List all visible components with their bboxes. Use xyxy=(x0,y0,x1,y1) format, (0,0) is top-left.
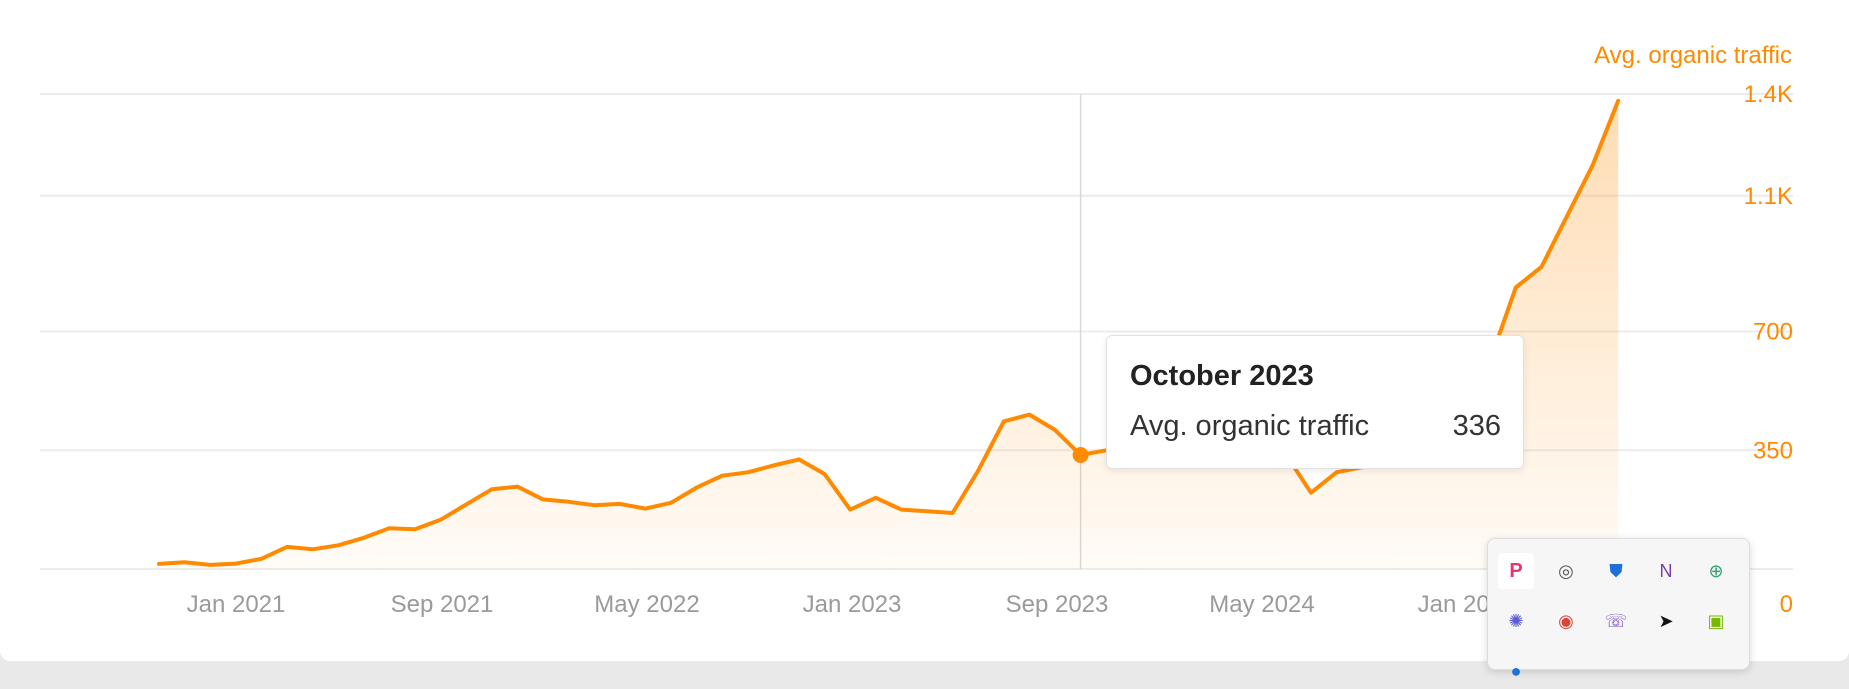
data-point[interactable] xyxy=(1305,487,1317,499)
data-point[interactable] xyxy=(1561,210,1573,222)
tooltip-value: 336 xyxy=(1452,410,1501,442)
x-tick-label: Sep 2021 xyxy=(391,591,494,618)
data-point[interactable] xyxy=(716,470,728,482)
onenote-icon[interactable]: N xyxy=(1659,560,1673,581)
data-point[interactable] xyxy=(460,499,472,511)
viber-icon[interactable]: ☏ xyxy=(1604,610,1628,631)
tooltip-series-label: Avg. organic traffic xyxy=(1130,410,1370,442)
y-tick-label: 0 xyxy=(1780,591,1793,618)
data-point[interactable] xyxy=(1535,261,1547,273)
data-point[interactable] xyxy=(819,468,831,480)
telegram-icon[interactable]: ➤ xyxy=(1658,610,1674,631)
data-point[interactable] xyxy=(1587,159,1599,171)
data-point[interactable] xyxy=(767,460,779,472)
data-point[interactable] xyxy=(844,504,856,516)
y-tick-label: 1.1K xyxy=(1744,183,1793,210)
system-tray-overflow: P ◎ ⛊ N ⊕ ✺ ◉ ☏ ➤ ▣ ● xyxy=(1487,538,1750,681)
shield-warning-icon[interactable]: ⛊ xyxy=(1609,560,1623,581)
x-tick-label: May 2022 xyxy=(594,591,699,618)
data-point[interactable] xyxy=(153,558,165,570)
data-point[interactable] xyxy=(358,532,370,544)
vpn-globe-icon[interactable]: ⊕ xyxy=(1708,560,1724,581)
x-tick-label: May 2024 xyxy=(1209,591,1314,618)
data-point[interactable] xyxy=(972,465,984,477)
data-point[interactable] xyxy=(947,507,959,519)
data-point[interactable] xyxy=(614,498,626,510)
chrome-icon[interactable]: ◉ xyxy=(1558,610,1574,631)
data-point[interactable] xyxy=(895,504,907,516)
x-tick-label: Jan 2023 xyxy=(803,591,902,618)
data-point[interactable] xyxy=(998,415,1010,427)
data-point[interactable] xyxy=(230,558,242,570)
data-point[interactable] xyxy=(281,541,293,553)
pocket-p-icon[interactable]: P xyxy=(1498,553,1534,589)
tooltip-row: Avg. organic traffic 336 xyxy=(1130,410,1501,443)
data-point[interactable] xyxy=(307,543,319,555)
data-point[interactable] xyxy=(639,503,651,515)
y-tick-label: 700 xyxy=(1753,319,1793,346)
data-point[interactable] xyxy=(1510,281,1522,293)
data-point[interactable] xyxy=(179,556,191,568)
info-icon[interactable]: ● xyxy=(1510,660,1522,681)
data-point[interactable] xyxy=(486,483,498,495)
data-point[interactable] xyxy=(511,481,523,493)
data-point[interactable] xyxy=(332,539,344,551)
x-tick-label: Sep 2023 xyxy=(1006,591,1109,618)
tooltip-title: October 2023 xyxy=(1130,360,1314,392)
data-point[interactable] xyxy=(588,499,600,511)
data-point[interactable] xyxy=(383,522,395,534)
data-point[interactable] xyxy=(435,514,447,526)
data-point[interactable] xyxy=(255,553,267,565)
data-point[interactable] xyxy=(1612,95,1624,107)
data-point[interactable] xyxy=(691,482,703,494)
data-point[interactable] xyxy=(1049,424,1061,436)
x-tick-label: Jan 2021 xyxy=(187,591,286,618)
hover-point[interactable] xyxy=(1072,447,1089,463)
data-point[interactable] xyxy=(665,497,677,509)
hover-tooltip: October 2023 Avg. organic traffic 336 xyxy=(1106,335,1524,469)
data-point[interactable] xyxy=(870,492,882,504)
data-point[interactable] xyxy=(793,453,805,465)
y-tick-label: 350 xyxy=(1753,437,1793,464)
data-point[interactable] xyxy=(409,523,421,535)
nvidia-icon[interactable]: ▣ xyxy=(1707,610,1725,631)
y-tick-label: 1.4K xyxy=(1744,81,1793,108)
data-point[interactable] xyxy=(1023,409,1035,421)
data-point[interactable] xyxy=(563,496,575,508)
data-point[interactable] xyxy=(921,505,933,517)
data-point[interactable] xyxy=(204,559,216,571)
y-axis-title: Avg. organic traffic xyxy=(1594,42,1792,69)
data-point[interactable] xyxy=(537,493,549,505)
gear-bloom-icon[interactable]: ✺ xyxy=(1508,610,1524,631)
data-point[interactable] xyxy=(742,466,754,478)
podcast-icon[interactable]: ◎ xyxy=(1558,560,1574,581)
